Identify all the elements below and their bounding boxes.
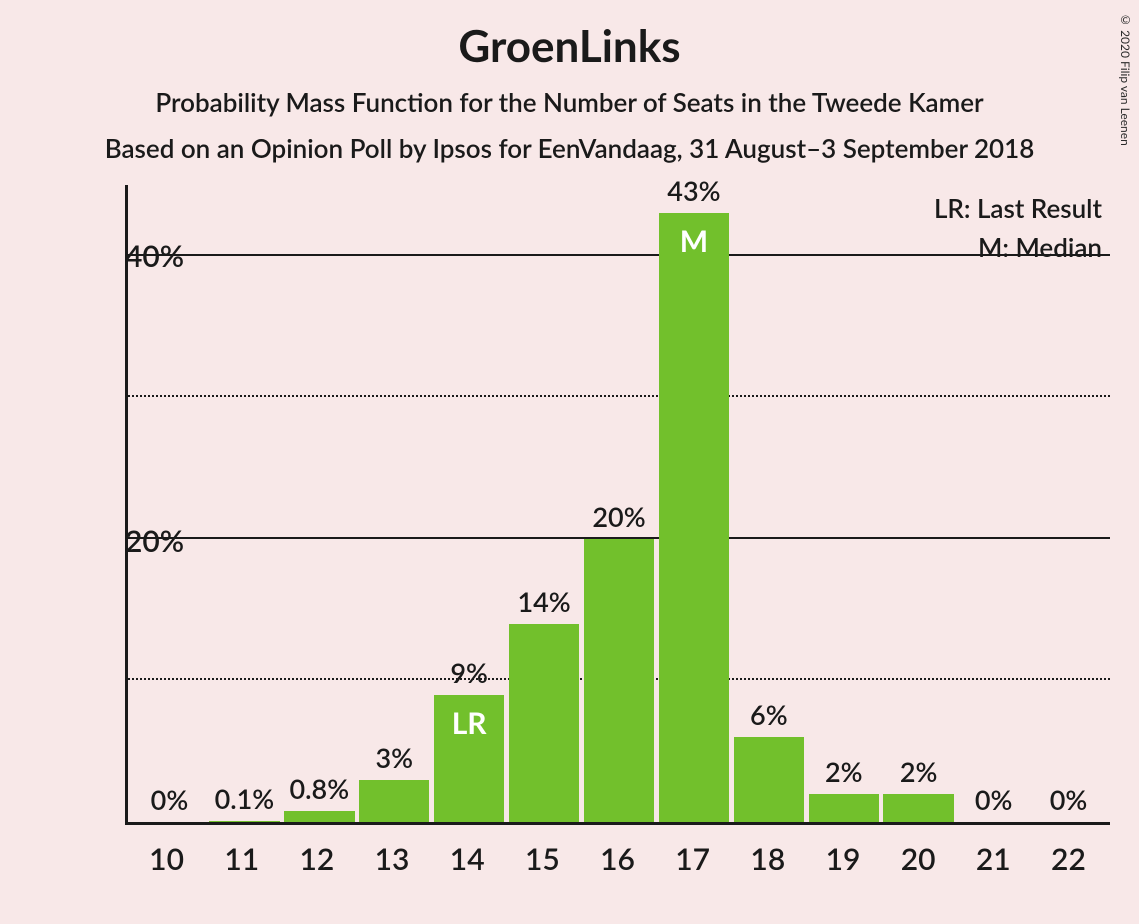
x-tick-label: 18: [730, 833, 805, 877]
bar-annotation: LR: [452, 705, 487, 741]
bar-value-label: 0%: [1050, 783, 1088, 816]
bar-slot: 0%: [132, 185, 207, 822]
bar-value-label: 0.1%: [215, 782, 275, 815]
x-tick-label: 16: [580, 833, 655, 877]
chart-subtitle-1: Probability Mass Function for the Number…: [0, 86, 1139, 118]
x-tick-label: 19: [805, 833, 880, 877]
bar: 43%M: [659, 213, 729, 822]
x-tick-label: 15: [505, 833, 580, 877]
x-tick-label: 14: [430, 833, 505, 877]
plot-area: LR: Last Result M: Median 0%0.1%0.8%3%9%…: [125, 185, 1110, 825]
x-tick-label: 12: [279, 833, 354, 877]
bar-value-label: 9%: [450, 656, 488, 689]
copyright-text: © 2020 Filip van Leenen: [1118, 12, 1133, 146]
bar-value-label: 14%: [517, 585, 570, 618]
bar: 9%LR: [434, 695, 504, 822]
bar-slot: 0%: [956, 185, 1031, 822]
bar-value-label: 0%: [151, 783, 189, 816]
bar: 2%: [809, 794, 879, 822]
bar-value-label: 0%: [975, 783, 1013, 816]
x-tick-label: 17: [655, 833, 730, 877]
bar-slot: 14%: [507, 185, 582, 822]
bar-annotation: M: [680, 223, 708, 259]
bar-slot: 20%: [582, 185, 657, 822]
bar-slot: 2%: [881, 185, 956, 822]
chart-subtitle-2: Based on an Opinion Poll by Ipsos for Ee…: [0, 132, 1139, 164]
bar-slot: 0.8%: [282, 185, 357, 822]
bar-slot: 0.1%: [207, 185, 282, 822]
bar-value-label: 2%: [900, 755, 938, 788]
bar-value-label: 2%: [825, 755, 863, 788]
x-tick-label: 20: [881, 833, 956, 877]
x-tick-label: 21: [956, 833, 1031, 877]
bar: 2%: [883, 794, 953, 822]
bars-group: 0%0.1%0.8%3%9%LR14%20%43%M6%2%2%0%0%: [128, 185, 1110, 822]
bar-slot: 0%: [1031, 185, 1106, 822]
bar: 14%: [509, 624, 579, 822]
bar-value-label: 20%: [592, 500, 645, 533]
bar-slot: 6%: [731, 185, 806, 822]
x-axis-labels: 10111213141516171819202122: [125, 833, 1110, 877]
bar-slot: 2%: [806, 185, 881, 822]
bar-value-label: 0.8%: [289, 772, 349, 805]
chart-title: GroenLinks: [0, 20, 1139, 72]
bar-value-label: 3%: [375, 741, 413, 774]
x-tick-label: 10: [129, 833, 204, 877]
bar-value-label: 6%: [750, 698, 788, 731]
bar: 3%: [359, 780, 429, 822]
bar-value-label: 43%: [667, 174, 720, 207]
bar: 6%: [734, 737, 804, 822]
bar-slot: 3%: [357, 185, 432, 822]
x-tick-label: 13: [354, 833, 429, 877]
x-tick-label: 11: [204, 833, 279, 877]
chart-titles: GroenLinks Probability Mass Function for…: [0, 0, 1139, 164]
bar-slot: 43%M: [656, 185, 731, 822]
bar: 0.1%: [209, 821, 279, 822]
plot-container: LR: Last Result M: Median 0%0.1%0.8%3%9%…: [50, 185, 1110, 885]
bar: 20%: [584, 539, 654, 822]
bar-slot: 9% LR: [432, 185, 507, 822]
x-tick-label: 22: [1031, 833, 1106, 877]
bar: 0.8%: [284, 811, 354, 822]
